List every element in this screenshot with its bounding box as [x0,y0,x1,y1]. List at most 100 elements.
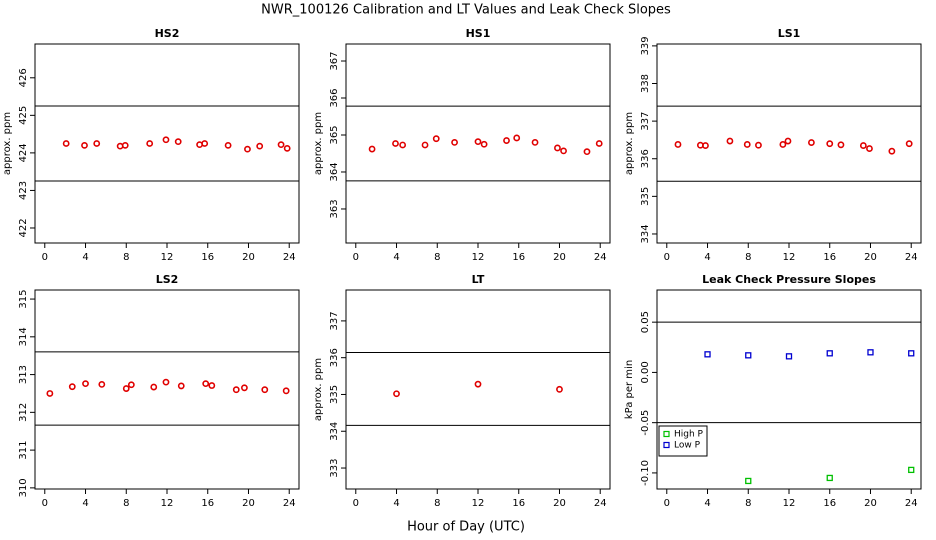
y-tick-label: 366 [329,88,340,107]
legend-label: Low P [674,441,701,451]
x-tick-label: 12 [161,252,174,263]
x-tick-label: 0 [353,498,359,509]
point [560,147,567,155]
point [62,140,70,147]
point [399,141,407,149]
x-tick-label: 8 [745,252,751,263]
point [244,145,251,153]
point [256,142,264,150]
y-tick-label: 336 [329,348,340,367]
point [784,137,792,145]
figure-title: NWR_100126 Calibration and LT Values and… [261,3,671,18]
point [556,385,563,393]
legend-label: High P [674,430,704,440]
y-tick-label: -0.10 [640,460,651,486]
legend-swatch [663,430,670,438]
point [261,386,269,394]
y-axis-label: approx. ppm [313,358,324,421]
point [451,138,458,146]
x-tick-label: 24 [283,252,296,263]
x-tick-label: 20 [864,498,877,509]
point [393,390,400,398]
point [474,380,482,388]
x-tick-label: 4 [393,498,399,509]
y-tick-label: 337 [329,311,340,330]
x-tick-label: 0 [664,252,670,263]
x-tick-label: 16 [201,252,214,263]
x-tick-label: 24 [905,498,918,509]
y-tick-label: 311 [18,441,29,460]
x-tick-label: 4 [82,252,88,263]
point [745,477,752,485]
point [146,140,154,147]
point [908,350,915,357]
y-tick-label: -0.05 [640,410,651,436]
panel-title: HS1 [466,27,491,40]
x-tick-label: 8 [745,498,751,509]
x-tick-label: 4 [704,252,710,263]
y-tick-label: 312 [18,403,29,422]
x-tick-label: 8 [123,498,129,509]
panel-title: LT [472,273,485,286]
point [474,138,482,146]
y-tick-label: 0.00 [640,361,651,383]
x-tick-label: 20 [242,252,255,263]
x-axis-label: Hour of Day (UTC) [407,520,525,535]
y-tick-label: 426 [18,68,29,87]
x-tick-label: 24 [594,252,607,263]
point [583,148,591,156]
point [808,139,815,146]
point [208,382,216,389]
point [743,141,751,148]
point [150,383,158,391]
y-tick-label: 333 [329,458,340,477]
point [674,141,682,148]
y-axis-label: kPa per min [624,360,635,419]
point [232,386,240,394]
x-tick-label: 4 [393,252,399,263]
point [162,378,170,386]
point [908,466,915,474]
point [595,140,603,147]
point [241,384,248,392]
y-tick-label: 334 [640,224,651,243]
x-tick-label: 12 [472,252,485,263]
y-tick-label: 425 [18,106,29,125]
y-tick-label: 337 [640,112,651,131]
y-tick-label: 363 [329,199,340,218]
plot-frame [656,289,922,490]
legend-swatch [663,441,670,449]
x-tick-label: 4 [82,498,88,509]
point [837,141,845,149]
y-tick-label: 367 [329,51,340,70]
y-axis-label: approx. ppm [313,112,324,175]
y-tick-label: 365 [329,125,340,144]
point [866,145,873,152]
plot-frame [34,289,300,490]
y-tick-label: 0.05 [640,311,651,333]
point [224,141,232,149]
y-tick-label: 315 [18,290,29,309]
y-tick-label: 334 [329,422,340,441]
x-tick-label: 8 [434,498,440,509]
point [81,141,88,149]
point [46,390,54,397]
y-tick-label: 335 [329,385,340,404]
point [432,135,440,143]
y-tick-label: 310 [18,478,29,497]
plot-frame [345,289,611,490]
x-tick-label: 12 [783,252,796,263]
point [888,147,896,155]
y-tick-label: 335 [640,187,651,206]
y-tick-label: 364 [329,162,340,181]
point [127,381,135,389]
point [98,381,106,388]
point [503,137,510,144]
point [531,138,539,146]
point [480,140,488,148]
x-tick-label: 0 [353,252,359,263]
x-tick-label: 16 [512,252,525,263]
point [867,349,874,356]
